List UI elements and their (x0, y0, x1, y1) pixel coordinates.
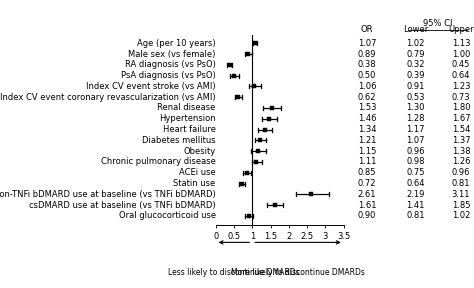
Text: 1.28: 1.28 (406, 114, 425, 123)
Text: 1.30: 1.30 (406, 103, 425, 113)
Text: Male sex (vs female): Male sex (vs female) (128, 50, 216, 58)
Text: 1.15: 1.15 (358, 147, 376, 156)
Text: RA diagnosis (vs PsO): RA diagnosis (vs PsO) (125, 60, 216, 69)
Text: Renal disease: Renal disease (157, 103, 216, 113)
Text: 0.90: 0.90 (358, 211, 376, 221)
Text: 1.07: 1.07 (406, 136, 425, 145)
Text: 0.62: 0.62 (358, 93, 376, 102)
Text: 1.13: 1.13 (452, 39, 470, 48)
Text: 1.34: 1.34 (358, 125, 376, 134)
Text: 0.32: 0.32 (406, 60, 425, 69)
Text: Non-TNFi bDMARD use at baseline (vs TNFi bDMARD): Non-TNFi bDMARD use at baseline (vs TNFi… (0, 190, 216, 199)
Text: 0.72: 0.72 (358, 179, 376, 188)
Text: 2.19: 2.19 (406, 190, 425, 199)
Text: 3.11: 3.11 (452, 190, 470, 199)
Text: OR: OR (361, 25, 374, 34)
Text: 0.96: 0.96 (406, 147, 425, 156)
Text: 1.41: 1.41 (406, 201, 425, 210)
Text: 1.07: 1.07 (358, 39, 376, 48)
Text: Less likely to discontinue DMARDs: Less likely to discontinue DMARDs (168, 268, 300, 277)
Text: Lower: Lower (403, 25, 428, 34)
Text: 0.64: 0.64 (452, 71, 470, 80)
Text: 1.61: 1.61 (358, 201, 376, 210)
Text: 1.53: 1.53 (358, 103, 376, 113)
Text: Diabetes mellitus: Diabetes mellitus (142, 136, 216, 145)
Text: 1.37: 1.37 (452, 136, 470, 145)
Text: 0.98: 0.98 (406, 158, 425, 166)
Text: 0.79: 0.79 (406, 50, 425, 58)
Text: 0.53: 0.53 (406, 93, 425, 102)
Text: 0.39: 0.39 (406, 71, 425, 80)
Text: 0.89: 0.89 (358, 50, 376, 58)
Text: Index CV event stroke (vs AMI): Index CV event stroke (vs AMI) (86, 82, 216, 91)
Text: 1.02: 1.02 (452, 211, 470, 221)
Text: 1.80: 1.80 (452, 103, 470, 113)
Text: 0.50: 0.50 (358, 71, 376, 80)
Text: 1.38: 1.38 (452, 147, 470, 156)
Text: 0.73: 0.73 (452, 93, 470, 102)
Text: Upper: Upper (448, 25, 474, 34)
Text: Heart failure: Heart failure (163, 125, 216, 134)
Text: 1.26: 1.26 (452, 158, 470, 166)
Text: 0.96: 0.96 (452, 168, 470, 177)
Text: 1.67: 1.67 (452, 114, 470, 123)
Text: Age (per 10 years): Age (per 10 years) (137, 39, 216, 48)
Text: 0.81: 0.81 (452, 179, 470, 188)
Text: Index CV event coronary revascularization (vs AMI): Index CV event coronary revascularizatio… (0, 93, 216, 102)
Text: 0.45: 0.45 (452, 60, 470, 69)
Text: 1.02: 1.02 (406, 39, 425, 48)
Text: 1.17: 1.17 (406, 125, 425, 134)
Text: ACEi use: ACEi use (179, 168, 216, 177)
Text: Obesity: Obesity (183, 147, 216, 156)
Text: 1.00: 1.00 (452, 50, 470, 58)
Text: Chronic pulmonary disease: Chronic pulmonary disease (101, 158, 216, 166)
Text: 0.75: 0.75 (406, 168, 425, 177)
Text: 1.11: 1.11 (358, 158, 376, 166)
Text: 1.21: 1.21 (358, 136, 376, 145)
Text: 1.54: 1.54 (452, 125, 470, 134)
Text: 0.85: 0.85 (358, 168, 376, 177)
Text: PsA diagnosis (vs PsO): PsA diagnosis (vs PsO) (121, 71, 216, 80)
Text: More likely to discontinue DMARDs: More likely to discontinue DMARDs (231, 268, 365, 277)
Text: 1.46: 1.46 (358, 114, 376, 123)
Text: 95% CI: 95% CI (423, 19, 453, 28)
Text: Hypertension: Hypertension (159, 114, 216, 123)
Text: 1.06: 1.06 (358, 82, 376, 91)
Text: csDMARD use at baseline (vs TNFi bDMARD): csDMARD use at baseline (vs TNFi bDMARD) (29, 201, 216, 210)
Text: 0.64: 0.64 (406, 179, 425, 188)
Text: 0.91: 0.91 (406, 82, 425, 91)
Text: 2.61: 2.61 (358, 190, 376, 199)
Text: Statin use: Statin use (173, 179, 216, 188)
Text: Oral glucocorticoid use: Oral glucocorticoid use (118, 211, 216, 221)
Text: 0.81: 0.81 (406, 211, 425, 221)
Text: 1.85: 1.85 (452, 201, 470, 210)
Text: 1.23: 1.23 (452, 82, 470, 91)
Text: 0.38: 0.38 (358, 60, 376, 69)
